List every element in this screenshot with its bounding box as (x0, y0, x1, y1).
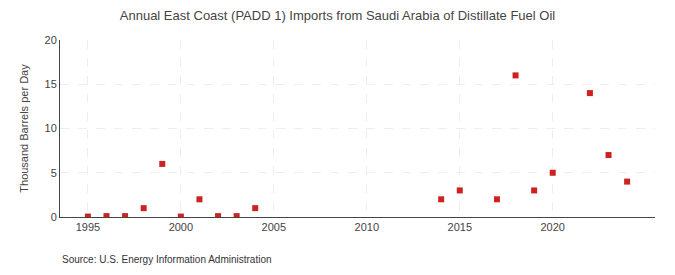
svg-text:15: 15 (45, 78, 57, 90)
svg-text:1995: 1995 (76, 221, 100, 233)
svg-text:10: 10 (45, 122, 57, 134)
svg-text:Source: U.S. Energy Informatio: Source: U.S. Energy Information Administ… (62, 254, 272, 265)
svg-text:2000: 2000 (169, 221, 193, 233)
svg-text:0: 0 (51, 211, 57, 223)
svg-text:2005: 2005 (262, 221, 286, 233)
svg-text:Annual East Coast (PADD 1) Imp: Annual East Coast (PADD 1) Imports from … (120, 8, 556, 23)
svg-text:Thousand Barrels per Day: Thousand Barrels per Day (18, 64, 30, 193)
svg-text:2020: 2020 (540, 221, 564, 233)
svg-text:20: 20 (45, 34, 57, 46)
svg-text:5: 5 (51, 167, 57, 179)
svg-text:2015: 2015 (448, 221, 472, 233)
svg-text:2010: 2010 (355, 221, 379, 233)
